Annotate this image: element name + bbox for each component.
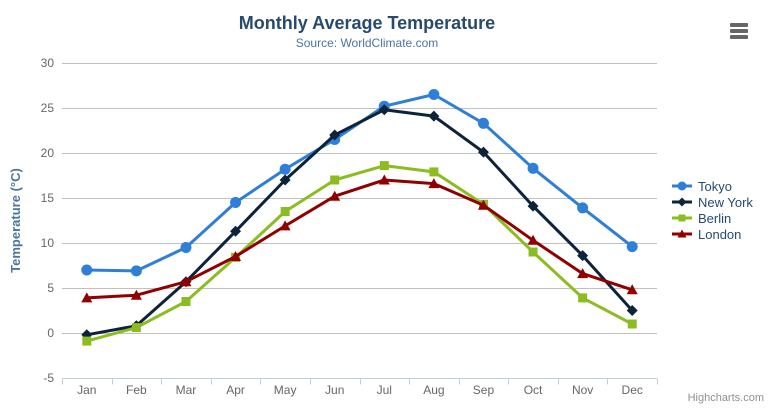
y-axis-title: Temperature (°C) [8, 168, 23, 273]
y-axis-labels: -5 0 5 10 15 20 25 30 [41, 56, 55, 385]
svg-text:Feb: Feb [126, 383, 147, 397]
series-tokyo [81, 89, 638, 277]
series-london [81, 174, 638, 303]
svg-text:5: 5 [47, 281, 54, 295]
svg-text:0: 0 [47, 326, 54, 340]
svg-text:Apr: Apr [226, 383, 245, 397]
svg-text:Aug: Aug [423, 383, 444, 397]
svg-text:Nov: Nov [572, 383, 593, 397]
y-gridlines [62, 63, 657, 379]
svg-text:Mar: Mar [176, 383, 197, 397]
svg-text:Dec: Dec [622, 383, 643, 397]
hamburger-menu-icon [730, 19, 756, 43]
legend-label: New York [698, 194, 753, 210]
legend-item-london[interactable]: London [671, 226, 753, 242]
svg-text:10: 10 [41, 236, 55, 250]
chart-subtitle: Source: WorldClimate.com [295, 36, 439, 50]
legend-label: Berlin [698, 210, 732, 226]
svg-text:Jul: Jul [377, 383, 392, 397]
export-menu-button[interactable] [728, 17, 758, 45]
svg-text:15: 15 [41, 191, 55, 205]
x-axis-labels: Jan Feb Mar Apr May Jun Jul Aug Sep Oct Nov Dec [77, 383, 643, 397]
legend: Tokyo New York Berlin London [671, 178, 753, 242]
credits-link[interactable]: Highcharts.com [687, 392, 764, 404]
svg-text:30: 30 [41, 56, 55, 70]
legend-item-berlin[interactable]: Berlin [671, 210, 753, 226]
new-york-diamond-marker-icon [672, 197, 692, 207]
series-new-york [81, 104, 638, 341]
svg-text:Jan: Jan [77, 383, 96, 397]
berlin-square-marker-icon [672, 214, 692, 222]
legend-label: Tokyo [698, 178, 732, 194]
legend-item-tokyo[interactable]: Tokyo [671, 178, 753, 194]
svg-text:20: 20 [41, 146, 55, 160]
legend-item-new-york[interactable]: New York [671, 194, 753, 210]
svg-text:25: 25 [41, 101, 55, 115]
svg-text:-5: -5 [43, 371, 54, 385]
x-axis [62, 378, 658, 385]
legend-label: London [698, 226, 742, 242]
svg-text:Sep: Sep [473, 383, 495, 397]
london-triangle-marker-icon [672, 229, 692, 238]
svg-text:Oct: Oct [524, 383, 543, 397]
svg-text:May: May [274, 383, 297, 397]
svg-text:Jun: Jun [325, 383, 344, 397]
chart-title: Monthly Average Temperature [238, 13, 496, 33]
tokyo-circle-marker-icon [672, 181, 692, 191]
